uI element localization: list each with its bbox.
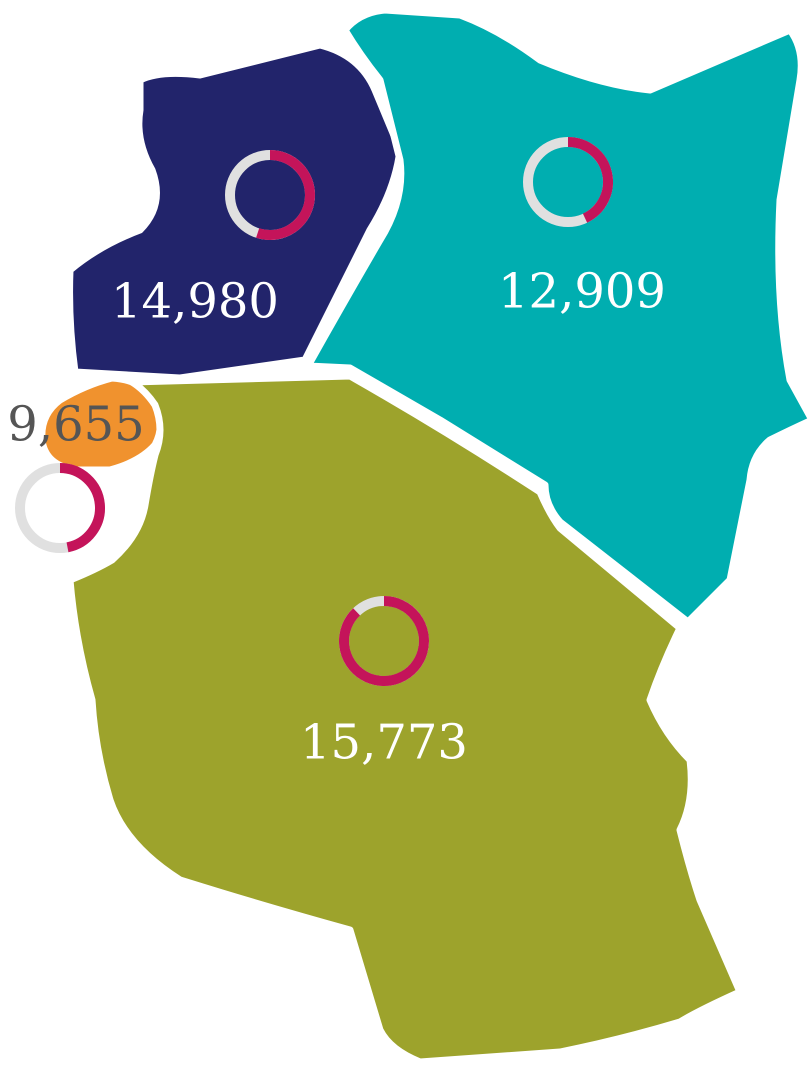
donut-share [339, 596, 429, 686]
donut-share [567, 137, 613, 223]
region-label: 12,909 [498, 264, 666, 320]
donut-share [256, 150, 315, 240]
region-kenya [304, 6, 812, 626]
region-tanzania [66, 372, 744, 1065]
region-label: 9,655 [7, 397, 144, 453]
region-label: 15,773 [300, 715, 468, 771]
region-label: 14,980 [111, 274, 279, 330]
donut-share [59, 463, 105, 553]
